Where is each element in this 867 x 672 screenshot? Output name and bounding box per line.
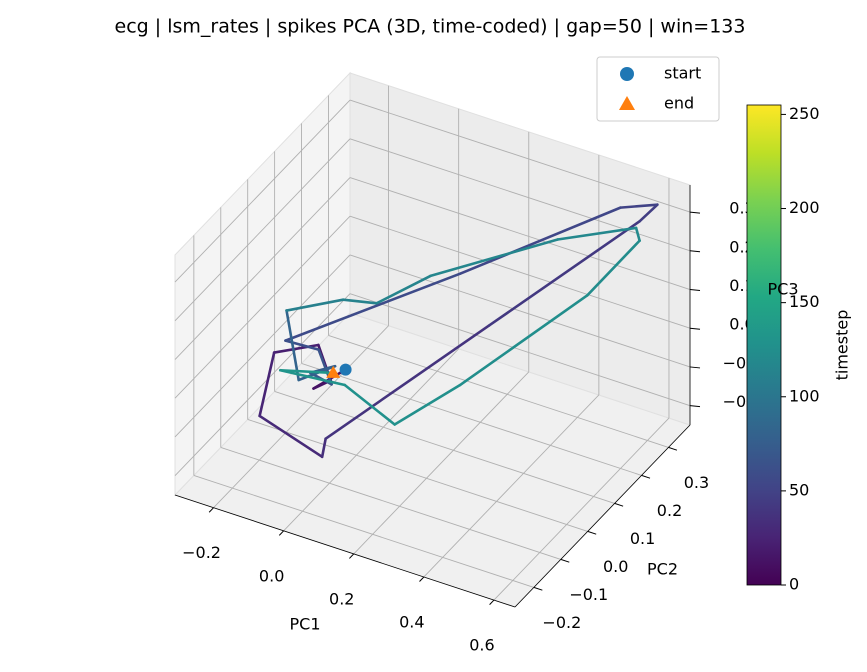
x-tick-label: 0.4 — [399, 612, 424, 631]
trajectory-segment — [586, 239, 641, 297]
colorbar — [746, 104, 782, 586]
grid-line — [193, 474, 534, 588]
x-tick — [349, 553, 355, 559]
grid-line — [174, 138, 351, 322]
grid-line — [174, 254, 351, 438]
grid-line — [174, 215, 351, 399]
y-tick — [641, 474, 651, 479]
grid-line — [174, 293, 351, 476]
x-tick — [489, 599, 495, 605]
y-tick — [614, 502, 624, 507]
trajectory-segment — [393, 383, 462, 426]
trajectory-segment — [487, 220, 641, 327]
trajectory-segment — [320, 437, 327, 459]
y-tick — [560, 558, 570, 563]
colorbar-tick-label: 150 — [789, 292, 820, 311]
x-tick-label: 0.2 — [329, 589, 354, 608]
chart-title: ecg | lsm_rates | spikes PCA (3D, time-c… — [115, 16, 746, 38]
x-tick-label: 0.0 — [259, 566, 284, 585]
trajectory-segment — [375, 274, 432, 305]
grid-line — [353, 371, 530, 555]
trajectory-segment — [343, 383, 396, 426]
axis-line — [174, 494, 516, 608]
z-tick — [689, 366, 701, 369]
y-tick — [533, 586, 543, 591]
legend-label: start — [664, 64, 701, 83]
colorbar-tick-label: 100 — [789, 386, 820, 405]
z-tick — [689, 405, 701, 408]
end-marker — [326, 365, 341, 378]
colorbar-tick-label: 50 — [789, 480, 809, 499]
trajectory-segment — [258, 351, 276, 418]
grid-line — [274, 390, 615, 504]
grid-line — [301, 362, 642, 476]
z-tick — [689, 289, 701, 292]
colorbar-tick-label: 250 — [789, 104, 820, 123]
legend-marker — [619, 96, 635, 110]
legend-label: end — [664, 94, 694, 113]
grid-line — [247, 418, 588, 532]
legend-marker — [620, 67, 634, 81]
axis-line — [514, 424, 691, 608]
trajectory-segment — [284, 272, 462, 342]
x-tick — [419, 576, 425, 582]
trajectory-segment — [258, 414, 324, 459]
grid-line — [349, 99, 691, 213]
grid-line — [174, 99, 351, 283]
trajectory-segment — [341, 298, 378, 305]
grid-line — [423, 394, 600, 578]
trajectory-segment — [317, 348, 333, 386]
grid-line — [349, 254, 691, 368]
grid-line — [283, 348, 459, 532]
trajectory-segment — [279, 368, 335, 375]
trajectory-segment — [638, 203, 659, 223]
z-tick — [689, 211, 701, 214]
trajectory-segment — [285, 309, 300, 382]
y-tick-label: 0.2 — [657, 501, 682, 520]
y-tick — [587, 530, 597, 535]
y-tick-label: 0.0 — [603, 557, 628, 576]
colorbar-label: timestep — [833, 310, 852, 381]
x-tick — [208, 507, 214, 513]
colorbar-tick-label: 0 — [789, 575, 799, 594]
x-tick — [278, 530, 285, 536]
y-tick-label: −0.1 — [569, 585, 608, 604]
y-tick-label: 0.1 — [630, 529, 655, 548]
trajectory-segment — [458, 206, 622, 276]
grid-line — [349, 138, 691, 252]
grid-line — [349, 215, 691, 329]
x-axis-label: PC1 — [290, 615, 321, 634]
trajectory-segment — [458, 294, 589, 387]
z-tick — [689, 250, 701, 253]
grid-line — [493, 417, 670, 601]
x-tick-label: 0.6 — [469, 636, 494, 655]
z-tick — [689, 327, 701, 330]
grid-line — [328, 334, 669, 448]
grid-line — [349, 293, 691, 407]
y-tick-label: −0.2 — [542, 613, 581, 632]
y-tick-label: 0.3 — [684, 473, 709, 492]
colorbar-tick-label: 200 — [789, 198, 820, 217]
grid-line — [349, 177, 691, 290]
z-axis-label: PC3 — [768, 280, 799, 299]
trajectory-segment — [324, 324, 491, 440]
trajectory-segment — [429, 238, 559, 278]
trajectory-segment — [285, 298, 345, 312]
x-tick-label: −0.2 — [182, 543, 221, 562]
trajectory-segment — [279, 368, 347, 387]
y-tick — [668, 446, 678, 451]
trajectory-segment — [619, 203, 659, 209]
grid-line — [174, 177, 351, 360]
start-marker — [339, 363, 352, 376]
grid-line — [220, 446, 561, 560]
grid-line — [213, 325, 389, 509]
trajectory-segment — [556, 226, 638, 241]
trajectory-segment — [634, 226, 641, 242]
y-axis-label: PC2 — [647, 560, 678, 579]
